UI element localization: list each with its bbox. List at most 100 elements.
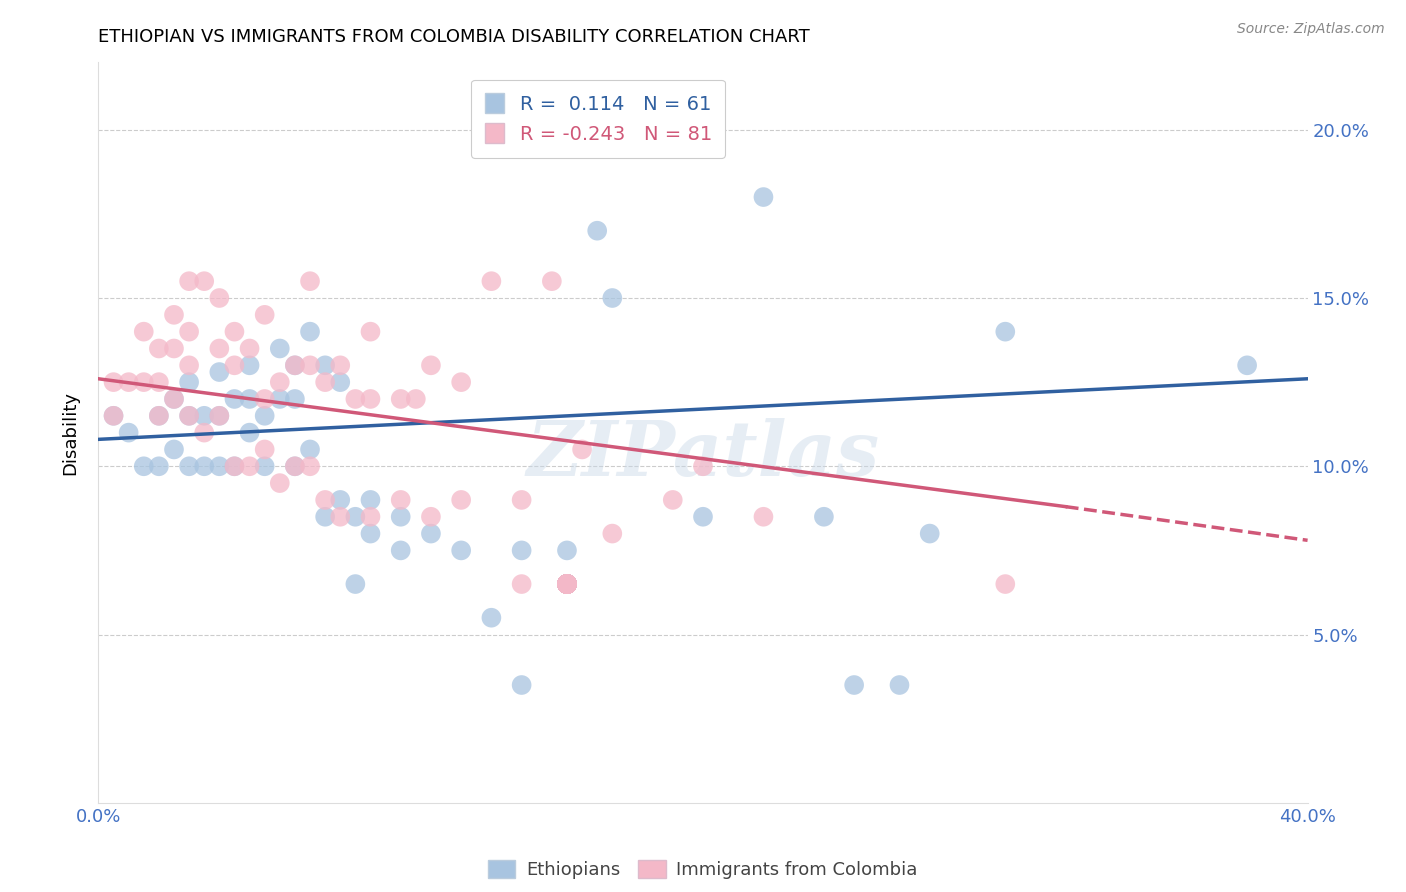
Point — [224, 459, 246, 474]
Point — [555, 577, 578, 591]
Point — [208, 342, 231, 356]
Point — [208, 409, 231, 423]
Point — [555, 577, 578, 591]
Point — [148, 459, 170, 474]
Point — [555, 577, 578, 591]
Point — [239, 392, 262, 406]
Text: ZIPatlas: ZIPatlas — [526, 417, 880, 491]
Point — [555, 577, 578, 591]
Point — [555, 577, 578, 591]
Point — [253, 308, 276, 322]
Point — [555, 577, 578, 591]
Point — [163, 342, 186, 356]
Point — [103, 409, 125, 423]
Point — [239, 425, 262, 440]
Point — [179, 359, 201, 373]
Point — [269, 392, 291, 406]
Point — [661, 492, 683, 507]
Point — [555, 577, 578, 591]
Point — [179, 325, 201, 339]
Point — [994, 577, 1017, 591]
Point — [103, 375, 125, 389]
Point — [555, 577, 578, 591]
Point — [1236, 359, 1258, 373]
Point — [329, 359, 352, 373]
Text: Source: ZipAtlas.com: Source: ZipAtlas.com — [1237, 22, 1385, 37]
Y-axis label: Disability: Disability — [62, 391, 80, 475]
Point — [602, 526, 624, 541]
Point — [132, 459, 155, 474]
Point — [163, 392, 186, 406]
Point — [555, 577, 578, 591]
Point — [314, 509, 336, 524]
Point — [253, 459, 276, 474]
Point — [163, 442, 186, 457]
Point — [555, 543, 578, 558]
Point — [239, 459, 262, 474]
Point — [132, 325, 155, 339]
Point — [269, 342, 291, 356]
Point — [481, 274, 503, 288]
Point — [314, 375, 336, 389]
Point — [132, 375, 155, 389]
Point — [179, 409, 201, 423]
Point — [148, 409, 170, 423]
Point — [163, 392, 186, 406]
Point — [555, 577, 578, 591]
Point — [389, 509, 412, 524]
Point — [208, 365, 231, 379]
Point — [284, 359, 307, 373]
Point — [555, 577, 578, 591]
Point — [555, 577, 578, 591]
Point — [329, 492, 352, 507]
Point — [571, 442, 593, 457]
Point — [329, 375, 352, 389]
Point — [450, 375, 472, 389]
Point — [420, 359, 443, 373]
Point — [752, 190, 775, 204]
Point — [239, 342, 262, 356]
Point — [692, 509, 714, 524]
Point — [555, 577, 578, 591]
Point — [510, 678, 533, 692]
Point — [420, 526, 443, 541]
Point — [314, 492, 336, 507]
Point — [148, 375, 170, 389]
Point — [555, 577, 578, 591]
Point — [118, 375, 141, 389]
Point — [389, 543, 412, 558]
Point — [918, 526, 941, 541]
Point — [555, 577, 578, 591]
Point — [118, 425, 141, 440]
Point — [420, 509, 443, 524]
Point — [360, 526, 382, 541]
Point — [555, 577, 578, 591]
Point — [540, 274, 562, 288]
Point — [555, 577, 578, 591]
Legend: Ethiopians, Immigrants from Colombia: Ethiopians, Immigrants from Colombia — [481, 853, 925, 887]
Point — [208, 459, 231, 474]
Point — [224, 325, 246, 339]
Point — [586, 224, 609, 238]
Point — [299, 442, 322, 457]
Point — [555, 577, 578, 591]
Point — [555, 577, 578, 591]
Point — [284, 459, 307, 474]
Point — [224, 459, 246, 474]
Point — [239, 359, 262, 373]
Point — [253, 442, 276, 457]
Point — [360, 325, 382, 339]
Point — [889, 678, 911, 692]
Point — [844, 678, 866, 692]
Point — [510, 543, 533, 558]
Point — [269, 375, 291, 389]
Point — [555, 577, 578, 591]
Point — [299, 359, 322, 373]
Point — [555, 577, 578, 591]
Point — [450, 543, 472, 558]
Point — [405, 392, 427, 406]
Point — [555, 577, 578, 591]
Point — [329, 509, 352, 524]
Point — [344, 577, 367, 591]
Point — [193, 459, 215, 474]
